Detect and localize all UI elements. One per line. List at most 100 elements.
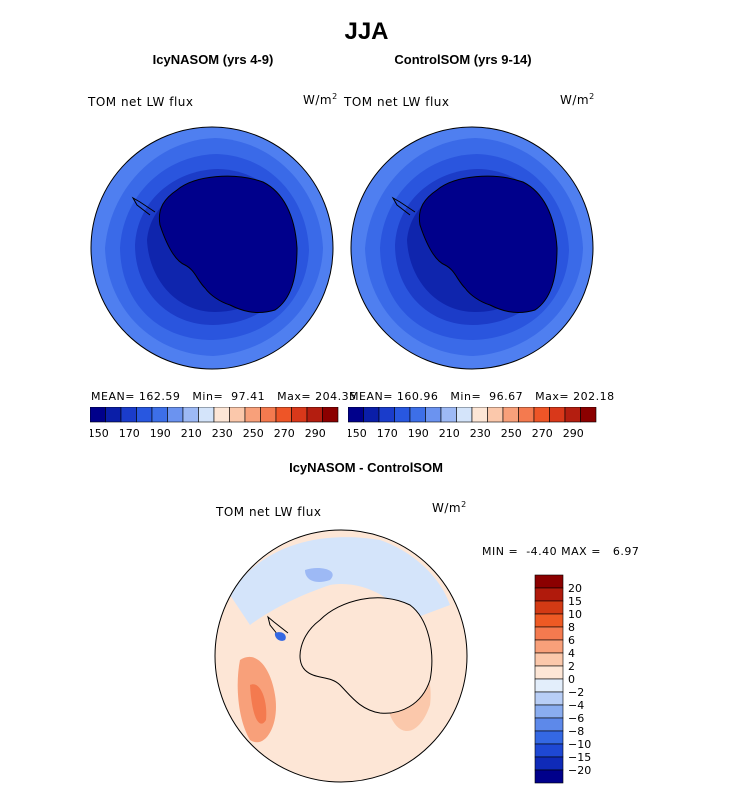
colorbar-difference-tick-label: −6 xyxy=(568,712,584,725)
map-border xyxy=(214,529,468,783)
colorbar-controlsom-tick-label: 210 xyxy=(439,427,460,440)
colorbar-icynasom-swatch xyxy=(260,407,277,423)
colorbar-icynasom-tick-label: 290 xyxy=(305,427,326,440)
colorbar-icynasom-tick-label: 270 xyxy=(274,427,295,440)
colorbar-controlsom-swatch xyxy=(394,407,411,423)
antarctic-peninsula xyxy=(131,196,156,216)
colorbar-difference-swatch xyxy=(534,652,564,667)
colorbar-controlsom-swatch xyxy=(471,407,488,423)
colorbar-icynasom-tick-label: 190 xyxy=(150,427,171,440)
colorbar-difference-swatch xyxy=(534,691,564,706)
diff-negative-patch xyxy=(305,568,333,582)
colorbar-controlsom-tick-label: 290 xyxy=(563,427,584,440)
colorbar-icynasom-swatch xyxy=(275,407,292,423)
colorbar-icynasom-swatch xyxy=(136,407,153,423)
colorbar-controlsom-swatch xyxy=(456,407,473,423)
antarctica-coastline xyxy=(158,175,298,313)
panel-title-difference: IcyNASOM - ControlSOM xyxy=(289,460,443,475)
colorbar-difference-swatch xyxy=(534,626,564,641)
units-label-difference: W/m2 xyxy=(432,500,467,515)
colorbar-icynasom-swatch xyxy=(167,407,184,423)
colorbar-difference-tick-label: 4 xyxy=(568,647,575,660)
colorbar-icynasom-swatch xyxy=(105,407,122,423)
antarctic-peninsula xyxy=(267,615,289,636)
colorbar-difference-swatch xyxy=(534,587,564,602)
map-icynasom xyxy=(90,126,334,370)
stats-controlsom: MEAN= 160.96 Min= 96.67 Max= 202.18 xyxy=(349,390,615,403)
colorbar-controlsom-tick-label: 170 xyxy=(377,427,398,440)
variable-label-controlsom: TOM net LW flux xyxy=(344,95,450,109)
colorbar-controlsom-swatch xyxy=(378,407,395,423)
colorbar-difference-swatch xyxy=(534,704,564,719)
colorbar-difference-tick-label: 20 xyxy=(568,582,582,595)
colorbar-difference-tick-label: −15 xyxy=(568,751,591,764)
diff-negative-peninsula xyxy=(274,632,286,641)
colorbar-difference-swatch xyxy=(534,743,564,758)
variable-label-icynasom: TOM net LW flux xyxy=(88,95,194,109)
colorbar-difference-swatch xyxy=(534,717,564,732)
colorbar-icynasom-swatch xyxy=(182,407,199,423)
colorbar-controlsom-swatch xyxy=(440,407,457,423)
stats-icynasom: MEAN= 162.59 Min= 97.41 Max= 204.35 xyxy=(91,390,357,403)
colorbar-difference-tick-label: 8 xyxy=(568,621,575,634)
colorbar-icynasom-swatch xyxy=(229,407,246,423)
colorbar-difference-swatch xyxy=(534,678,564,693)
colorbar-difference-swatch xyxy=(534,613,564,628)
colorbar-icynasom-swatch xyxy=(322,407,339,423)
colorbar-difference-swatch xyxy=(534,769,564,784)
colorbar-difference-tick-label: −4 xyxy=(568,699,584,712)
colorbar-controlsom-tick-label: 190 xyxy=(408,427,429,440)
colorbar-controlsom-swatch xyxy=(425,407,442,423)
colorbar-controlsom-tick-label: 230 xyxy=(470,427,491,440)
colorbar-icynasom-swatch xyxy=(213,407,230,423)
colorbar-controlsom-swatch xyxy=(502,407,519,423)
colorbar-controlsom-swatch xyxy=(363,407,380,423)
colorbar-difference-swatch xyxy=(534,730,564,745)
map-difference xyxy=(214,529,468,783)
colorbar-icynasom-tick-label: 250 xyxy=(243,427,264,440)
colorbar-icynasom-swatch xyxy=(291,407,308,423)
antarctica-landmass xyxy=(159,176,297,313)
colorbar-icynasom-swatch xyxy=(306,407,323,423)
map-controlsom xyxy=(350,126,594,370)
units-label-controlsom: W/m2 xyxy=(560,92,595,107)
diff-max-patch xyxy=(250,684,267,724)
colorbar-controlsom-swatch xyxy=(533,407,550,423)
units-label-icynasom: W/m2 xyxy=(303,92,338,107)
colorbar-difference-tick-label: 10 xyxy=(568,608,582,621)
colorbar-controlsom-swatch xyxy=(348,407,364,423)
colorbar-difference-tick-label: 6 xyxy=(568,634,575,647)
antarctica-coastline xyxy=(299,597,433,714)
map-border xyxy=(350,126,594,370)
colorbar-controlsom: 150 170 190 210 230 250 270 290 xyxy=(348,407,597,440)
colorbar-controlsom-swatch xyxy=(564,407,581,423)
colorbar-icynasom-swatch xyxy=(244,407,261,423)
colorbar-difference-tick-label: 15 xyxy=(568,595,582,608)
panel-title-controlsom: ControlSOM (yrs 9-14) xyxy=(394,52,532,67)
colorbar-difference-tick-label: −2 xyxy=(568,686,584,699)
antarctica-landmass xyxy=(300,597,432,714)
colorbar-difference-swatch xyxy=(534,639,564,654)
colorbar-icynasom-tick-label: 210 xyxy=(181,427,202,440)
colorbar-icynasom: 150 170 190 210 230 250 270 290 xyxy=(90,407,339,440)
colorbar-controlsom-tick-label: 150 xyxy=(348,427,367,440)
colorbar-difference-swatch xyxy=(534,756,564,771)
colorbar-difference-swatch xyxy=(534,665,564,680)
colorbar-icynasom-tick-label: 170 xyxy=(119,427,140,440)
colorbar-controlsom-swatch xyxy=(518,407,535,423)
colorbar-controlsom-swatch xyxy=(549,407,566,423)
colorbar-difference-tick-label: −8 xyxy=(568,725,584,738)
colorbar-icynasom-tick-label: 230 xyxy=(212,427,233,440)
colorbar-difference-tick-label: −20 xyxy=(568,764,591,777)
colorbar-icynasom-swatch xyxy=(90,407,106,423)
variable-label-difference: TOM net LW flux xyxy=(216,505,322,519)
colorbar-icynasom-swatch xyxy=(151,407,168,423)
page-title: JJA xyxy=(344,18,389,45)
panel-title-icynasom: IcyNASOM (yrs 4-9) xyxy=(152,52,274,67)
colorbar-controlsom-swatch xyxy=(580,407,597,423)
colorbar-difference-tick-label: −10 xyxy=(568,738,591,751)
colorbar-controlsom-swatch xyxy=(409,407,426,423)
colorbar-difference-tick-label: 0 xyxy=(568,673,575,686)
minmax-difference: MIN = -4.40 MAX = 6.97 xyxy=(482,545,640,558)
